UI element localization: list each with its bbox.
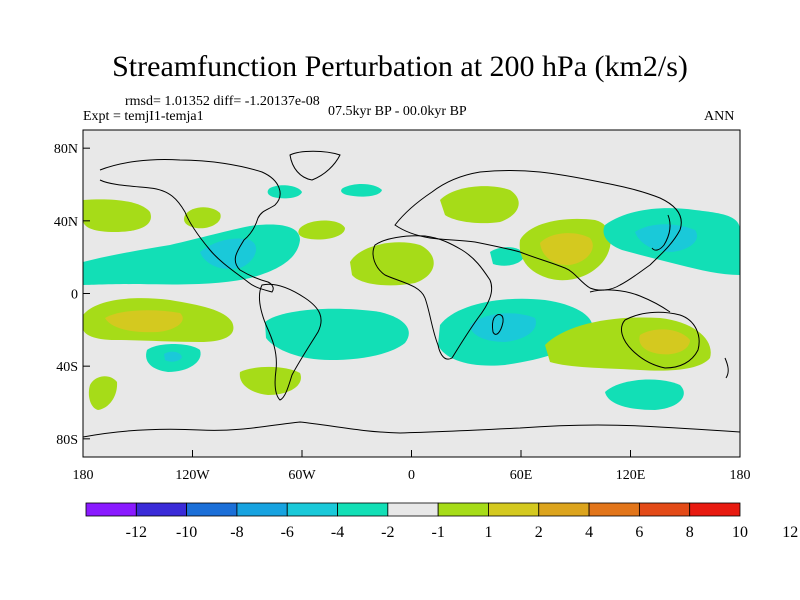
field-natl-green2 [341,184,382,197]
field-natl-green1 [267,185,302,199]
field-easia-cyan [635,224,698,252]
colorbar-label: -4 [331,524,344,541]
field-aus-yellow [639,329,690,355]
field-io-cyan [470,313,536,342]
colorbar-swatch [638,502,691,517]
x-tick-label: 120W [175,468,210,483]
x-tick-label: 120E [616,468,646,483]
plot-title: Streamfunction Perturbation at 200 hPa (… [112,50,688,83]
field-sam-lime [239,366,301,395]
colorbar-swatch [337,502,389,517]
coast-madagascar [491,314,504,335]
coast-africa [372,235,493,360]
colorbar: -12 -10 -8 -6 -4 -2 -1 1 2 4 6 8 10 12 [85,502,798,541]
field-mideast-green [490,247,525,266]
colorbar-label: -8 [230,524,243,541]
coast-antarctica [83,421,740,438]
colorbar-swatch [588,502,640,517]
x-tick-label: 180 [730,468,751,483]
x-tick-label: 60W [288,468,316,483]
field-na-lime [184,207,221,229]
coast-indonesia [589,289,671,313]
field-sw-lime [88,376,118,410]
x-tick-label: 180 [73,468,94,483]
coast-north-america [99,159,281,293]
coast-australia [621,311,700,369]
field-spac-yellow [105,310,183,333]
colorbar-swatch [85,502,137,517]
colorbar-label: -12 [126,524,147,541]
season-label: ANN [704,109,735,124]
colorbar-label: 12 [782,524,798,541]
y-tick-label: 80N [54,142,78,157]
y-tick-label: 40S [56,360,78,375]
colorbar-label: 10 [732,524,748,541]
colorbar-label: 2 [535,524,543,541]
colorbar-label: 1 [484,524,492,541]
colorbar-label: 8 [686,524,694,541]
coast-europe [394,170,682,291]
experiment-line: Expt = temjI1-temja1 [83,109,204,124]
field-npac-cyan [200,238,257,270]
colorbar-label: -2 [381,524,394,541]
coastlines [83,150,740,438]
colorbar-swatch [236,502,288,517]
stats-line: rmsd= 1.01352 diff= -1.20137e-08 [125,94,320,109]
field-europe-lime [440,186,519,224]
x-tick-label: 0 [408,468,415,483]
y-tick-label: 0 [71,288,78,303]
colorbar-label: 4 [585,524,593,541]
colorbar-label: 6 [635,524,643,541]
field-satl-green [265,308,409,360]
coast-south-america [258,283,322,401]
x-axis: 180 120W 60W 0 60E 120E 180 [73,450,751,483]
field-sasia-yellow [540,233,593,266]
coast-new-zealand [724,357,729,379]
colorbar-swatch [135,502,188,517]
coast-japan [651,214,671,251]
x-tick-label: 60E [510,468,533,483]
y-tick-label: 80S [56,433,78,448]
colorbar-label: -6 [281,524,294,541]
colorbar-label: -1 [431,524,444,541]
colorbar-label: -10 [176,524,197,541]
colorbar-swatch [437,502,489,517]
field-spac-cyan [164,351,182,362]
colorbar-swatch [387,502,439,517]
field-atl-lime2 [350,242,434,286]
coast-greenland [289,150,341,181]
colorbar-swatch [286,502,338,517]
colorbar-swatch [689,502,741,517]
field-atl-lime [298,220,345,240]
field-wnpac-lime [83,199,151,232]
colorbar-swatch [538,502,590,517]
y-tick-label: 40N [54,215,78,230]
colorbar-swatch [488,502,540,517]
colorbar-swatch [186,502,238,517]
field-sio-green [605,379,684,410]
anomaly-fields [83,184,740,410]
period-line: 07.5kyr BP - 00.0kyr BP [328,104,467,119]
y-axis: 80N 40N 0 40S 80S [54,142,90,448]
